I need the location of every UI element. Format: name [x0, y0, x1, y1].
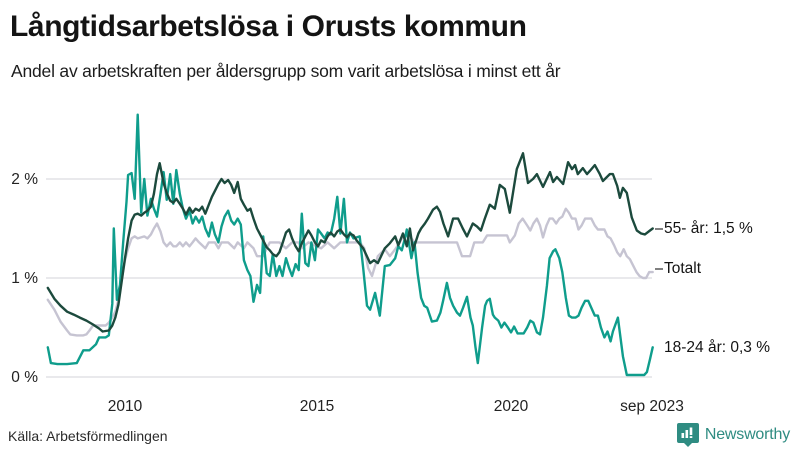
page-subtitle: Andel av arbetskraften per åldersgrupp s… — [11, 61, 561, 81]
x-tick-2015: 2015 — [299, 398, 335, 415]
y-tick-1: 1 % — [11, 270, 38, 287]
end-label-totalt: Totalt — [664, 260, 702, 277]
page-title: Långtidsarbetslösa i Orusts kommun — [10, 10, 527, 43]
series-lines — [46, 113, 654, 377]
end-label-55-ar: 55- år: 1,5 % — [664, 220, 753, 237]
end-label-18-24-ar: 18-24 år: 0,3 % — [664, 339, 770, 356]
y-tick-0: 0 % — [11, 369, 38, 386]
series-line-55-ar — [46, 152, 654, 333]
newsworthy-wordmark: Newsworthy — [704, 426, 790, 443]
x-tick-2010: 2010 — [107, 398, 143, 415]
newsworthy-icon — [676, 423, 699, 447]
x-tick-2020: 2020 — [493, 398, 529, 415]
x-tick-sep-2023: sep 2023 — [620, 398, 684, 415]
newsworthy-logo[interactable]: Newsworthy — [676, 423, 790, 447]
series-line-totalt — [46, 207, 654, 337]
source-attribution: Källa: Arbetsförmedlingen — [8, 428, 168, 444]
y-tick-2: 2 % — [11, 171, 38, 188]
end-label-connectors — [655, 228, 663, 270]
gridlines — [46, 178, 652, 378]
series-line-18-24-ar — [46, 113, 654, 377]
